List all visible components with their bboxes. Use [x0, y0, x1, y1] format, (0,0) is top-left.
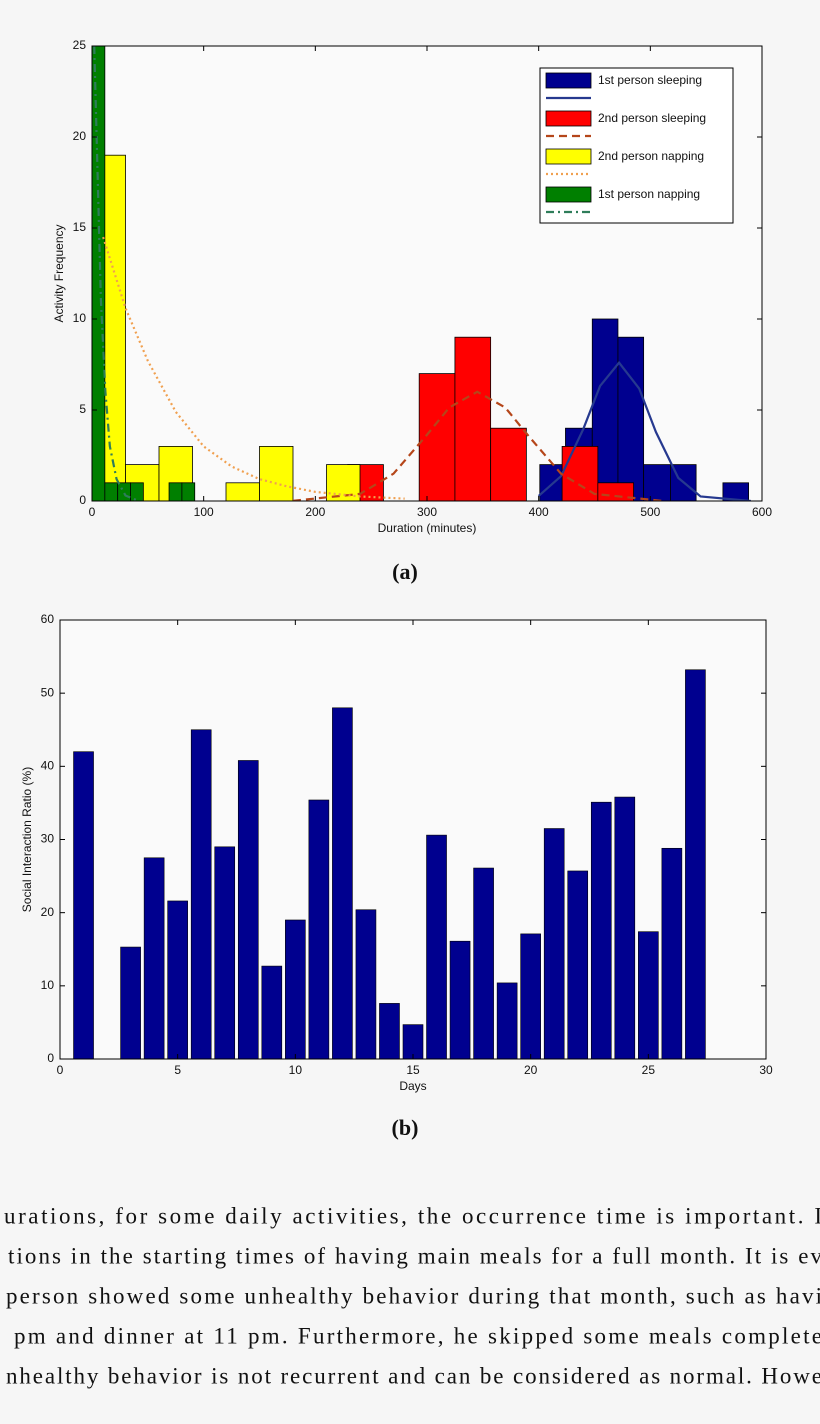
paragraph-line: nhealthy behavior is not recurrent and c… — [6, 1363, 820, 1388]
legend-swatch — [545, 148, 592, 165]
plot-frame — [91, 45, 763, 502]
bar — [638, 931, 659, 1060]
y-tick-label: 20 — [41, 905, 55, 919]
y-tick-label: 50 — [41, 685, 55, 699]
legend-swatch — [545, 110, 592, 127]
fit-line — [537, 360, 751, 501]
y-axis-label: Social Interaction Ratio (%) — [20, 767, 34, 912]
legend-swatch — [545, 186, 592, 203]
bar — [402, 1024, 424, 1060]
legend-label: 2nd person napping — [598, 149, 704, 163]
fit-line — [102, 236, 405, 500]
bar — [120, 946, 141, 1060]
y-tick-label: 0 — [47, 1051, 54, 1065]
bar — [520, 933, 541, 1060]
x-tick-label: 100 — [194, 505, 214, 519]
y-tick-label: 10 — [41, 978, 55, 992]
y-tick-label: 10 — [73, 311, 87, 325]
bar — [261, 965, 283, 1060]
bar — [567, 870, 589, 1060]
bar — [685, 669, 706, 1060]
paragraph-line: pm and dinner at 11 pm. Furthermore, he … — [14, 1323, 820, 1348]
bar — [379, 1003, 400, 1060]
histogram-bar — [181, 482, 196, 501]
paragraph-line: tions in the starting times of having ma… — [8, 1243, 820, 1268]
y-tick-label: 0 — [79, 493, 86, 507]
x-tick-label: 300 — [417, 505, 437, 519]
plot-area — [60, 620, 766, 1059]
bar — [543, 828, 565, 1060]
x-tick-label: 30 — [759, 1063, 773, 1077]
x-tick-label: 400 — [529, 505, 549, 519]
histogram-bar — [454, 336, 492, 501]
plot-layer — [92, 46, 751, 501]
plot-frame — [59, 619, 767, 1060]
histogram-bar — [104, 482, 119, 501]
y-axis-label: Activity Frequency — [52, 224, 66, 322]
caption: (a) — [392, 559, 418, 584]
bar — [214, 846, 236, 1060]
bar — [308, 799, 330, 1060]
y-tick-label: 20 — [73, 129, 87, 143]
bar — [190, 729, 212, 1060]
bar — [661, 847, 683, 1060]
histogram-bar — [490, 427, 527, 501]
legend-label: 2nd person sleeping — [598, 111, 706, 125]
histogram-bar — [130, 482, 144, 501]
x-tick-label: 0 — [89, 505, 96, 519]
bar — [73, 751, 94, 1060]
histogram-bar — [117, 482, 131, 501]
histogram-bar — [259, 445, 294, 501]
histogram-bar — [225, 482, 260, 501]
caption: (b) — [392, 1115, 419, 1140]
x-tick-label: 500 — [640, 505, 660, 519]
bar — [473, 867, 494, 1060]
y-tick-label: 40 — [41, 759, 55, 773]
y-tick-label: 60 — [41, 612, 55, 626]
paragraph-line: urations, for some daily activities, the… — [4, 1203, 820, 1228]
x-axis-label: Days — [399, 1079, 426, 1093]
histogram-bar — [92, 46, 106, 501]
fit-line — [93, 46, 138, 501]
x-tick-label: 600 — [752, 505, 772, 519]
bar — [590, 801, 612, 1060]
x-axis-label: Duration (minutes) — [378, 521, 477, 535]
histogram-bar — [326, 464, 361, 501]
bar — [496, 982, 518, 1060]
x-tick-label: 0 — [57, 1063, 64, 1077]
bar — [237, 760, 259, 1060]
y-tick-label: 15 — [73, 220, 87, 234]
y-tick-label: 30 — [41, 832, 55, 846]
histogram-bar — [418, 373, 456, 501]
bar — [355, 909, 377, 1060]
histogram-bar — [643, 464, 671, 501]
histogram-bar — [168, 482, 183, 501]
x-tick-label: 15 — [406, 1063, 420, 1077]
bar — [614, 796, 636, 1060]
bar — [143, 857, 165, 1060]
histogram-bar — [617, 336, 645, 501]
x-tick-label: 20 — [524, 1063, 538, 1077]
legend-label: 1st person sleeping — [598, 73, 702, 87]
x-tick-label: 10 — [289, 1063, 303, 1077]
x-tick-label: 5 — [174, 1063, 181, 1077]
histogram-bar — [561, 445, 599, 501]
x-tick-label: 25 — [642, 1063, 656, 1077]
bar — [449, 940, 471, 1060]
legend-swatch — [545, 72, 592, 89]
fit-line — [292, 390, 662, 501]
y-tick-label: 5 — [79, 402, 86, 416]
legend-label: 1st person napping — [598, 187, 700, 201]
bar — [285, 919, 306, 1060]
bar — [426, 834, 447, 1060]
bar — [332, 707, 353, 1060]
y-tick-label: 25 — [73, 38, 87, 52]
bar — [167, 900, 188, 1060]
x-tick-label: 200 — [305, 505, 325, 519]
paragraph-line: person showed some unhealthy behavior du… — [6, 1283, 820, 1308]
